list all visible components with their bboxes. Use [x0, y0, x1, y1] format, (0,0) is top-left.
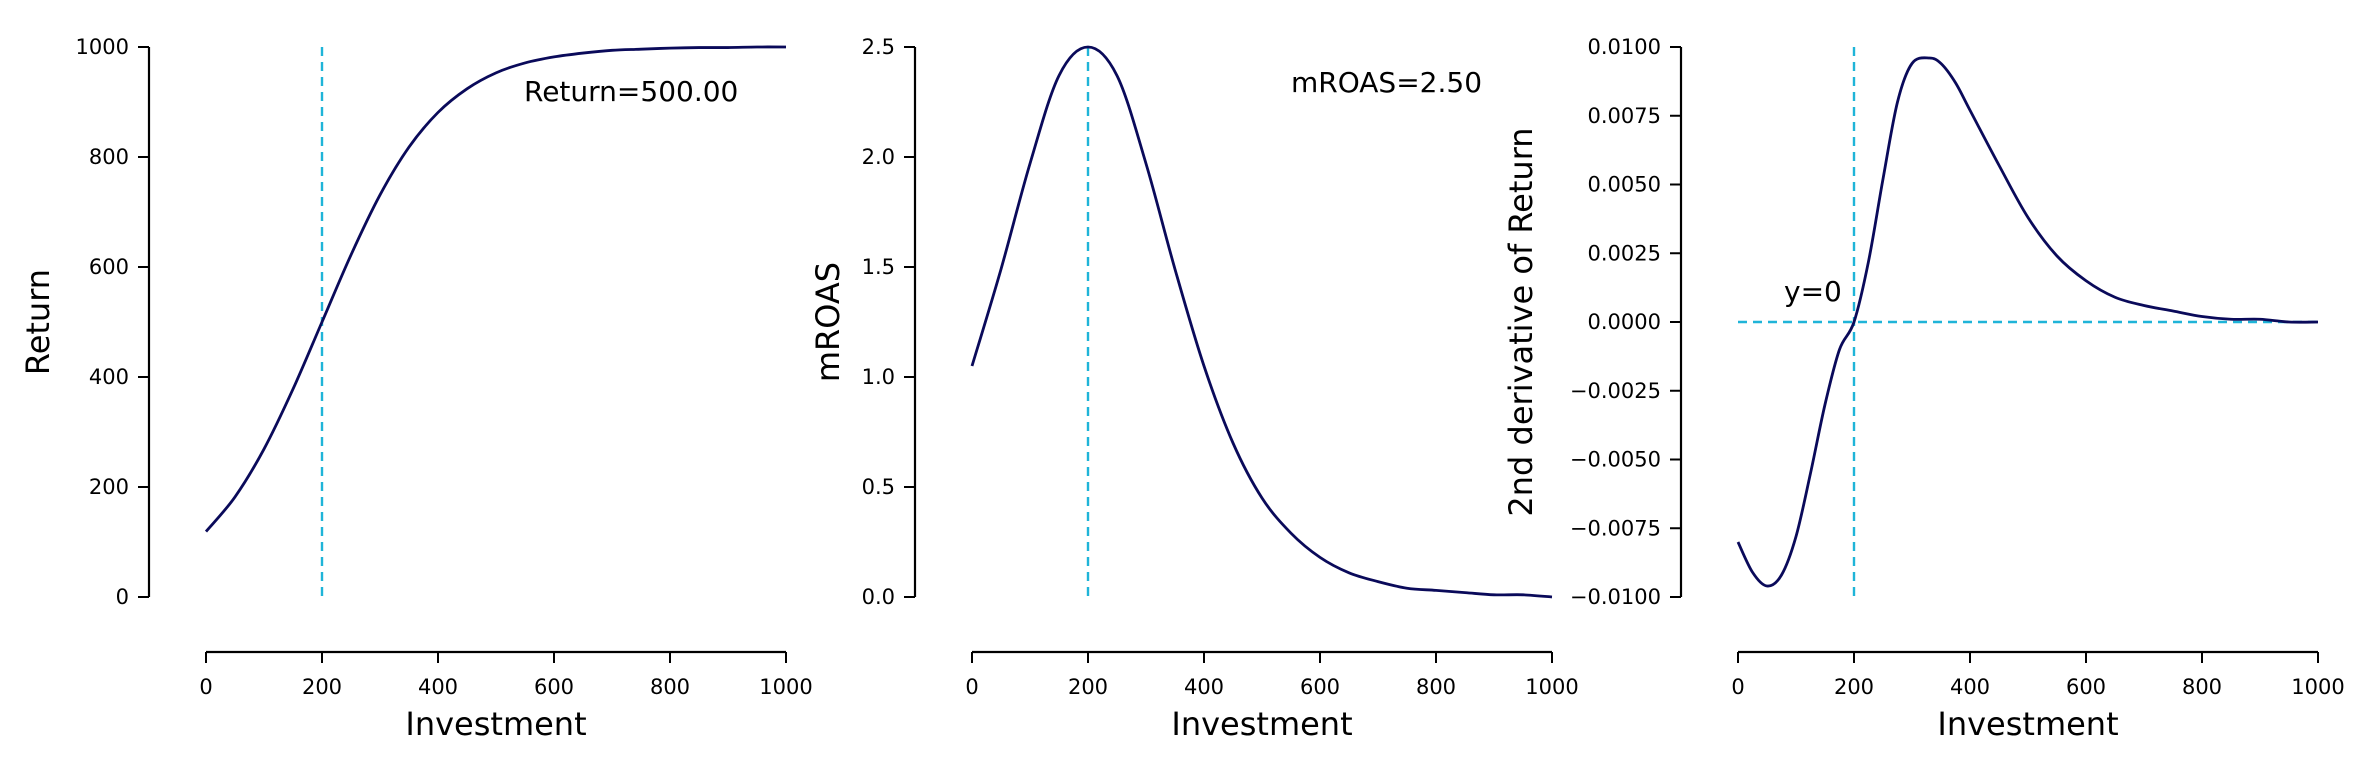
- x-tick-label: 0: [1731, 675, 1744, 699]
- y-tick-label: 1.0: [862, 365, 895, 389]
- y-tick-label: 0: [116, 585, 129, 609]
- panels: 0 200 400 600 800 1000 0 200 400 600 800 1000 Invest…: [19, 35, 2345, 743]
- y-tick-label: 600: [89, 255, 129, 279]
- x-tick-label: 1000: [1525, 675, 1578, 699]
- chart-panel-1: 0 200 400 600 800 1000 0 200 400 600 800 1000 Invest…: [19, 35, 813, 743]
- y-tick-label: −0.0025: [1570, 379, 1661, 403]
- y-tick-label: −0.0075: [1570, 516, 1661, 540]
- x-tick-label: 1000: [759, 675, 812, 699]
- y-tick-label: 200: [89, 475, 129, 499]
- x-tick-label: 800: [1416, 675, 1456, 699]
- y-tick-label: 0.5: [862, 475, 895, 499]
- x-tick-label: 200: [1068, 675, 1108, 699]
- y-tick-label: −0.0100: [1570, 585, 1661, 609]
- y-axis-label: mROAS: [809, 262, 847, 382]
- x-tick-label: 600: [534, 675, 574, 699]
- x-axis-label: Investment: [1171, 705, 1352, 743]
- x-tick-label: 1000: [2291, 675, 2344, 699]
- chart-panel-2: 0.0 0.5 1.0 1.5 2.0 2.5 0 200 400 600 800 1000 Inves…: [809, 35, 1579, 743]
- y-tick-label: 400: [89, 365, 129, 389]
- y-tick-label: 0.0075: [1588, 104, 1661, 128]
- annotation-label: Return=500.00: [524, 75, 738, 108]
- x-tick-label: 400: [418, 675, 458, 699]
- series-line-1: [970, 45, 1553, 599]
- y-tick-label: 0.0: [862, 585, 895, 609]
- y-tick-label: 1.5: [862, 255, 895, 279]
- x-tick-label: 0: [199, 675, 212, 699]
- x-tick-label: 0: [965, 675, 978, 699]
- y-axis-label: 2nd derivative of Return: [1502, 127, 1540, 516]
- x-axis-label: Investment: [1937, 705, 2118, 743]
- annotation-label: y=0: [1784, 275, 1842, 308]
- x-axis-label: Investment: [405, 705, 586, 743]
- y-axis-label: Return: [19, 269, 57, 375]
- series-line-1: [1736, 56, 2319, 588]
- y-tick-label: 0.0000: [1588, 310, 1661, 334]
- annotation-label: mROAS=2.50: [1291, 66, 1482, 99]
- y-tick-label: 2.5: [862, 35, 895, 59]
- x-tick-label: 800: [650, 675, 690, 699]
- chart-panel-3: −0.0100 −0.0075 −0.0050 −0.0025 0.0000 0.0025…: [1502, 35, 2345, 743]
- y-tick-label: 0.0025: [1588, 241, 1661, 265]
- x-tick-label: 400: [1184, 675, 1224, 699]
- x-tick-label: 600: [1300, 675, 1340, 699]
- x-tick-label: 800: [2182, 675, 2222, 699]
- x-tick-label: 200: [302, 675, 342, 699]
- y-tick-label: 800: [89, 145, 129, 169]
- y-tick-label: −0.0050: [1570, 448, 1661, 472]
- y-tick-label: 1000: [76, 35, 129, 59]
- x-tick-label: 200: [1834, 675, 1874, 699]
- y-tick-label: 2.0: [862, 145, 895, 169]
- y-tick-label: 0.0100: [1588, 35, 1661, 59]
- y-tick-label: 0.0050: [1588, 173, 1661, 197]
- series-line-1: [204, 45, 787, 533]
- x-tick-label: 400: [1950, 675, 1990, 699]
- x-tick-label: 600: [2066, 675, 2106, 699]
